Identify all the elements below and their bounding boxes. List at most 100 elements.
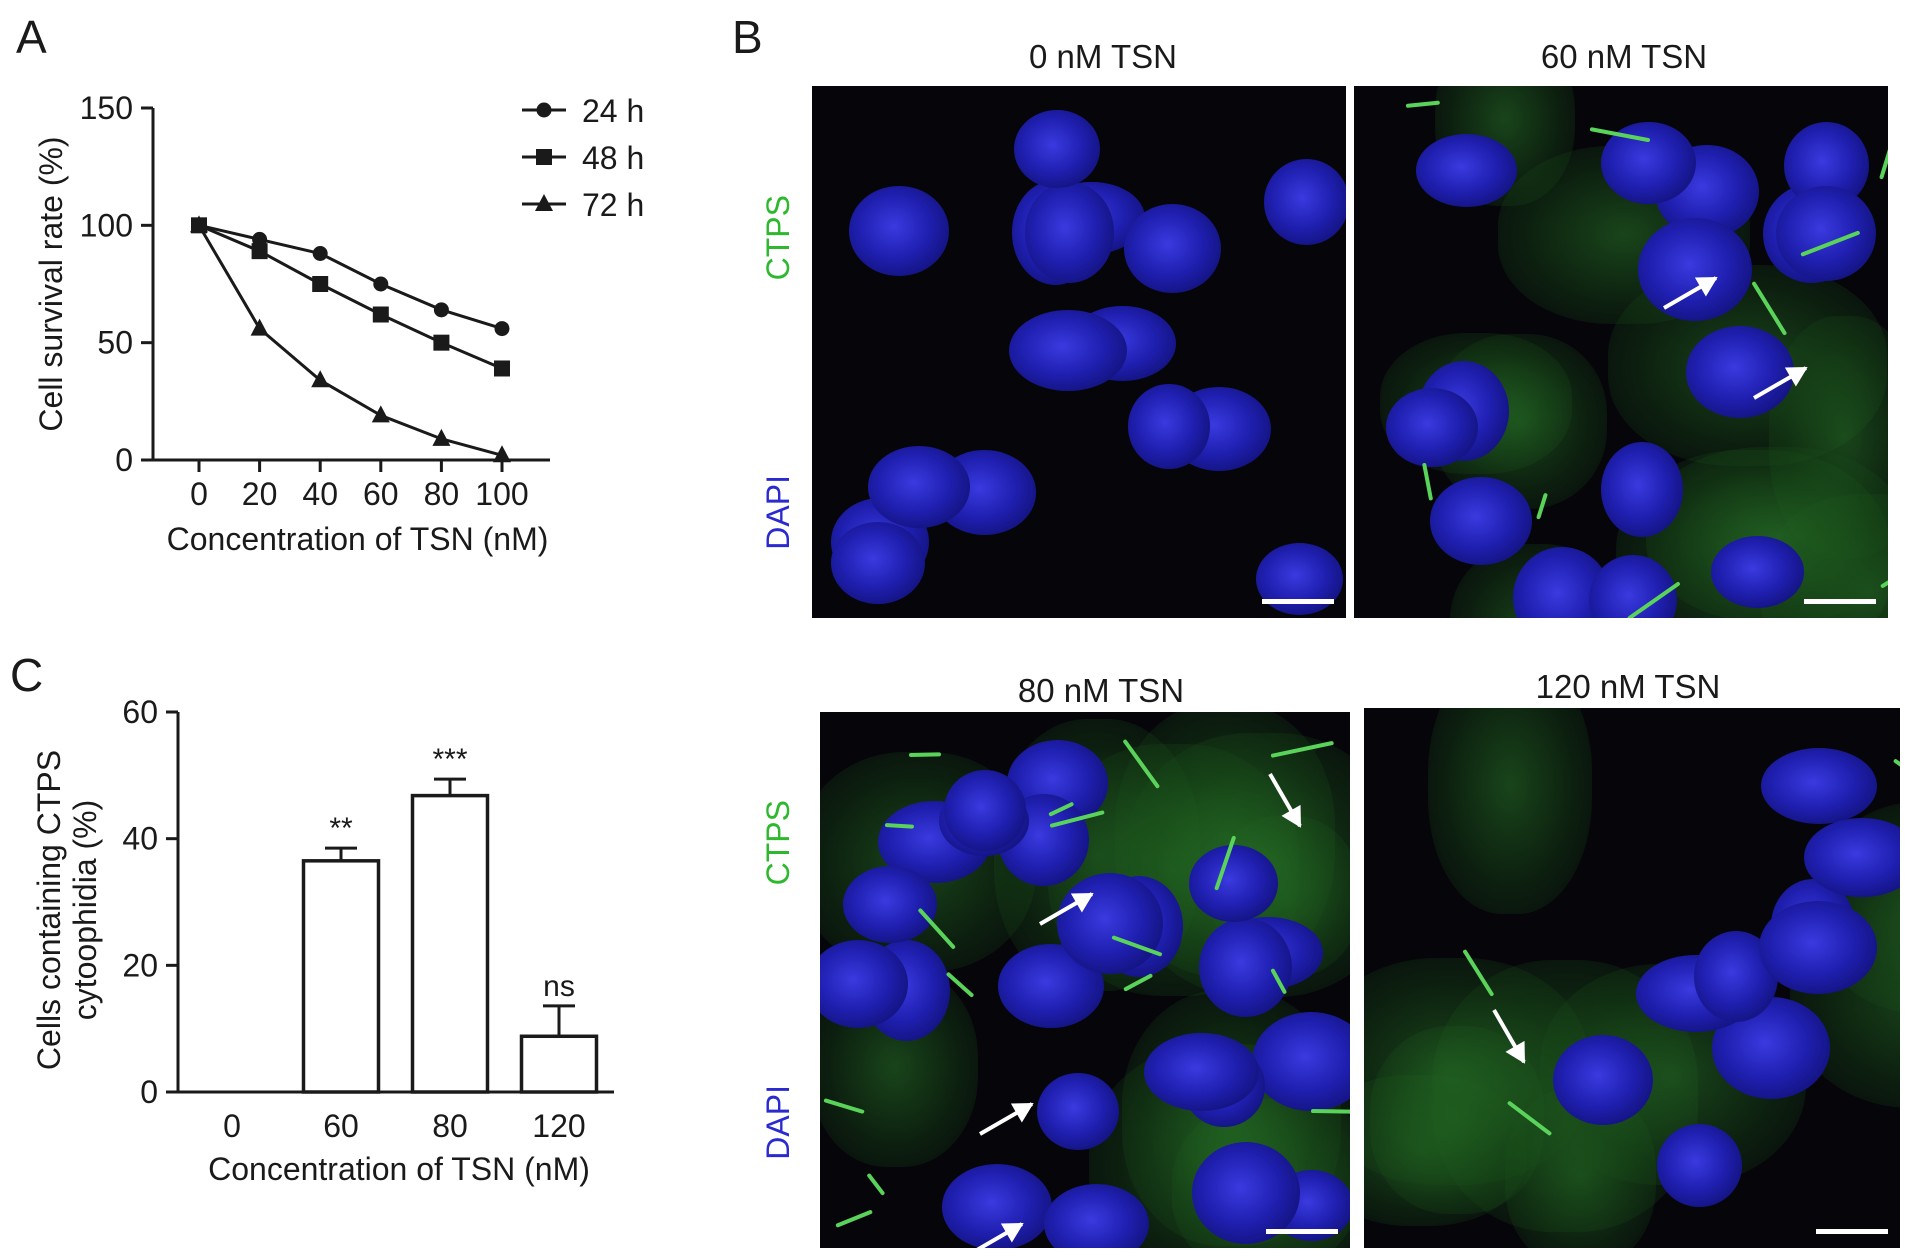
- cell-nucleus: [1758, 901, 1878, 994]
- cell-nucleus: [941, 1163, 1053, 1248]
- cell-nucleus: [1552, 1035, 1654, 1126]
- scale-bar: [1266, 1229, 1338, 1234]
- arrow-indicator: [979, 1102, 1033, 1136]
- x-tick-label: 0: [223, 1108, 241, 1144]
- y-axis-label-line-2: cytoophidia (%): [67, 800, 103, 1021]
- micrograph-title-120nm: 120 nM TSN: [1535, 668, 1721, 705]
- micrograph-0nm: [812, 86, 1346, 618]
- y-tick-label: 0: [115, 442, 133, 478]
- cell-nucleus: [1191, 1142, 1301, 1245]
- significance-label: ns: [543, 970, 575, 1003]
- cytoophidium-filament: [908, 752, 941, 757]
- micrograph-80nm: [820, 712, 1350, 1248]
- cell-nucleus: [1036, 1072, 1119, 1150]
- data-point: [372, 306, 389, 323]
- data-point: [251, 243, 268, 260]
- dapi-label-bottom: DAPI: [760, 1085, 796, 1160]
- x-tick-label: 60: [363, 476, 399, 512]
- survival-line-chart: 0 50 100 150 0 20 40 60 80 100 Concentration of TS…: [33, 90, 644, 557]
- data-point: [373, 276, 389, 292]
- dapi-label-top: DAPI: [760, 475, 796, 550]
- cell-nucleus: [1189, 845, 1279, 922]
- cytoophidium-filament: [834, 1209, 873, 1229]
- y-tick-label: 60: [122, 694, 158, 730]
- y-tick-label: 20: [122, 947, 158, 983]
- data-point: [432, 428, 451, 446]
- scale-bar: [1262, 599, 1334, 604]
- cell-nucleus: [1199, 917, 1293, 1018]
- y-tick-label: 50: [97, 325, 133, 361]
- cell-nucleus: [1775, 185, 1876, 281]
- y-tick-label: 150: [80, 90, 133, 126]
- x-tick-label: 80: [424, 476, 460, 512]
- cell-nucleus: [867, 446, 970, 528]
- cell-nucleus: [1710, 535, 1805, 608]
- micrograph-title-0nm: 0 nM TSN: [1029, 38, 1177, 75]
- cell-nucleus: [1014, 110, 1100, 189]
- series-line-1: [198, 223, 503, 331]
- y-tick-label: 100: [80, 207, 133, 243]
- legend-marker: [536, 102, 552, 118]
- y-tick-label: 0: [140, 1074, 158, 1110]
- cell-nucleus: [1024, 182, 1115, 284]
- data-point: [312, 245, 328, 261]
- data-point: [312, 276, 329, 292]
- cell-nucleus: [1686, 326, 1795, 419]
- bar: [410, 793, 490, 1094]
- cell-nucleus: [1601, 441, 1684, 538]
- cell-nucleus: [831, 521, 926, 604]
- cytoplasm-stain: [1364, 957, 1589, 1186]
- legend-label: 72 h: [582, 187, 644, 223]
- x-axis-label: Concentration of TSN (nM): [167, 521, 549, 557]
- cell-nucleus: [1657, 1124, 1742, 1207]
- significance-label: **: [329, 812, 353, 845]
- cell-nucleus: [1043, 1183, 1150, 1248]
- data-point: [494, 360, 510, 377]
- data-point: [311, 370, 330, 388]
- cytoophidium-filament: [1310, 1108, 1350, 1114]
- micrograph-60nm: [1354, 86, 1888, 618]
- scale-bar: [1804, 599, 1876, 604]
- x-tick-label: 80: [432, 1108, 468, 1144]
- cell-nucleus: [820, 939, 909, 1028]
- cell-nucleus: [1416, 134, 1518, 207]
- cytoophidium-filament: [1879, 143, 1888, 180]
- y-tick-label: 40: [122, 821, 158, 857]
- cell-nucleus: [1255, 543, 1343, 615]
- cytoophidium-filament: [866, 1173, 886, 1197]
- series-line-2: [198, 223, 503, 370]
- data-point: [433, 302, 449, 318]
- data-point: [433, 334, 450, 351]
- data-point: [493, 445, 511, 463]
- x-tick-label: 0: [190, 476, 208, 512]
- legend-label: 24 h: [582, 93, 644, 129]
- legend-marker: [536, 149, 552, 165]
- y-axis-label: Cell survival rate (%): [33, 136, 69, 431]
- cell-nucleus: [944, 770, 1026, 852]
- ctps-label-top: CTPS: [760, 195, 796, 281]
- data-point: [494, 321, 510, 337]
- cell-nucleus: [1588, 554, 1677, 618]
- x-tick-label: 100: [475, 476, 528, 512]
- bar: [519, 1034, 599, 1094]
- cytoplasm-stain: [1428, 708, 1593, 915]
- micrograph-title-80nm: 80 nM TSN: [1017, 672, 1185, 709]
- x-tick-label: 120: [532, 1108, 585, 1144]
- cell-nucleus: [1803, 817, 1900, 898]
- cell-nucleus: [1128, 384, 1211, 469]
- ctps-label-bottom: CTPS: [760, 800, 796, 886]
- cell-nucleus: [1008, 309, 1127, 392]
- significance-label: ***: [432, 743, 467, 776]
- cytoophidium-filament: [1893, 758, 1900, 787]
- data-point: [190, 215, 208, 233]
- scale-bar: [1816, 1229, 1888, 1234]
- y-axis-label-line-1: Cells containing CTPS: [31, 750, 67, 1070]
- x-tick-label: 40: [302, 476, 338, 512]
- cell-nucleus: [1637, 217, 1753, 321]
- cell-nucleus: [849, 186, 949, 276]
- x-axis-label: Concentration of TSN (nM): [208, 1151, 590, 1187]
- cell-nucleus: [1252, 1011, 1350, 1111]
- cell-nucleus: [1057, 873, 1163, 975]
- micrograph-title-60nm: 60 nM TSN: [1540, 38, 1708, 75]
- x-tick-label: 20: [242, 476, 278, 512]
